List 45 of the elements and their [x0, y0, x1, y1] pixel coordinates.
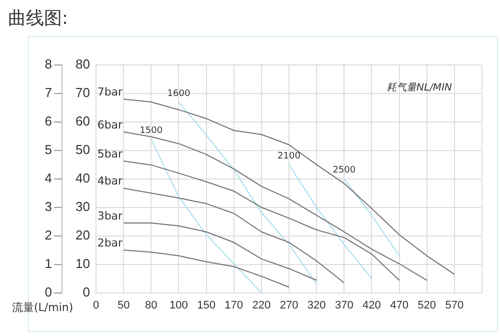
y-tick-label: 10	[76, 256, 90, 271]
y2-tick-label: 8	[44, 56, 52, 72]
y2-tick-label: 5	[44, 142, 52, 158]
x-tick-label: 220	[252, 299, 271, 312]
x-tick-label: 100	[170, 299, 188, 312]
y-tick-label: 50	[76, 142, 90, 158]
annotation: 耗气量NL/MIN	[386, 82, 453, 94]
y2-tick-label: 7	[44, 85, 52, 100]
series-label: 1500	[140, 126, 163, 136]
x-tick-label: 320	[307, 299, 326, 312]
x-axis-title: 流量(L/min)	[12, 300, 74, 315]
y2-tick-label: 0	[44, 284, 52, 300]
y-tick-label: 0	[82, 284, 90, 300]
series-label: 5bar	[97, 147, 124, 160]
y-tick-label: 80	[76, 56, 90, 72]
y-tick-label: 20	[76, 227, 90, 242]
series-label: 7bar	[97, 86, 124, 99]
y-tick-label: 40	[76, 170, 90, 186]
series-label: 2500	[332, 166, 356, 176]
x-tick-label: 420	[362, 299, 381, 312]
series-label: 6bar	[97, 118, 124, 132]
y-tick-label: 60	[76, 114, 90, 129]
y2-tick-label: 6	[44, 114, 52, 129]
x-tick-label: 150	[197, 299, 216, 312]
series-label: 1600	[167, 88, 190, 99]
y2-tick-label: 3	[44, 198, 52, 214]
x-tick-label: 520	[418, 299, 436, 312]
series-label: 3bar	[97, 209, 124, 222]
series-label: 4bar	[97, 174, 124, 188]
x-tick-label: 170	[224, 299, 244, 312]
y2-tick-label: 4	[44, 170, 52, 186]
x-tick-label: 80	[145, 299, 158, 312]
y-tick-label: 70	[76, 85, 90, 100]
chart-title: 曲线图:	[8, 7, 68, 30]
y-tick-label: 30	[76, 198, 90, 214]
series-label: 2100	[278, 152, 301, 162]
series-label: 2bar	[97, 236, 124, 250]
y2-tick-label: 2	[44, 227, 52, 242]
y2-tick-label: 1	[44, 256, 52, 271]
x-tick-label: 470	[390, 299, 408, 312]
x-tick-label: 0	[92, 299, 100, 312]
x-tick-label: 370	[334, 299, 354, 312]
x-tick-label: 270	[280, 299, 298, 312]
x-tick-label: 50	[117, 299, 130, 312]
x-tick-label: 570	[445, 299, 464, 312]
